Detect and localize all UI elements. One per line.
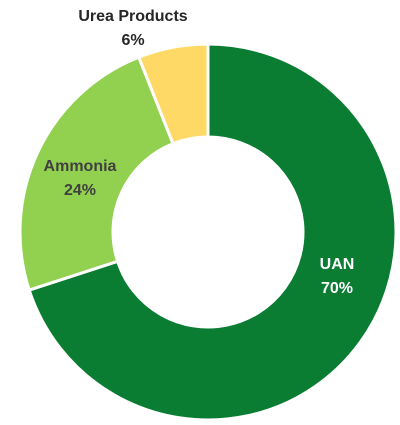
slice-label-urea-products: Urea Products <box>78 8 187 25</box>
slice-ammonia <box>18 55 175 292</box>
slice-value-ammonia: 24% <box>64 182 96 199</box>
slice-urea-products <box>137 42 210 146</box>
slice-label-ammonia: Ammonia <box>44 158 117 175</box>
slice-value-urea-products: 6% <box>121 32 144 49</box>
slice-label-uan: UAN <box>320 256 355 273</box>
slice-uan <box>27 42 398 422</box>
slice-value-uan: 70% <box>321 280 353 297</box>
